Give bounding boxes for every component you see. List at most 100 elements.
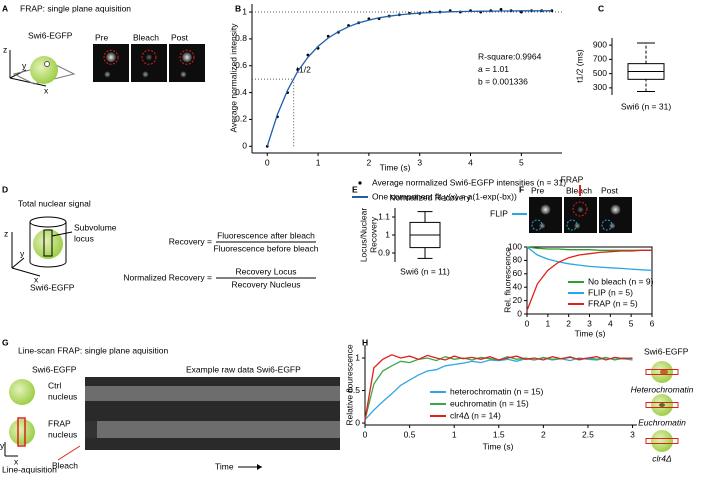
bleach-ring xyxy=(141,49,157,65)
flip-label: FLIP xyxy=(490,208,508,218)
y-tick-label: 500 xyxy=(593,68,607,78)
axis-letter: y xyxy=(20,248,25,258)
panel-letter: H xyxy=(362,337,368,347)
x-tick-label: 1 xyxy=(316,157,321,167)
x-tick-label: 4 xyxy=(608,318,613,328)
axis-arrow xyxy=(11,257,25,269)
bleach-ring xyxy=(572,201,588,217)
x-tick-label: 2 xyxy=(541,429,546,439)
legend-label: FLIP (n = 5) xyxy=(588,287,633,297)
heterochromatin-spot xyxy=(660,369,668,375)
axis-letter: x xyxy=(44,85,49,95)
y-tick-label: 0 xyxy=(242,141,247,151)
data-point xyxy=(499,7,503,11)
nucleus xyxy=(33,229,63,259)
cartoon-label: Heterochromatin xyxy=(631,384,694,394)
y-axis-label: Rel. fluorescence xyxy=(502,247,512,313)
signal xyxy=(180,71,187,78)
y-tick-label: 0 xyxy=(517,308,522,318)
equation-lhs: Normalized Recovery = xyxy=(123,272,212,282)
image-label: Pre xyxy=(531,185,545,195)
bleach-ring xyxy=(103,49,119,65)
nucleus xyxy=(30,56,58,84)
micrograph xyxy=(131,44,167,82)
axis-arrow xyxy=(11,267,41,277)
annotation: a = 1.01 xyxy=(478,64,509,74)
y-tick-label: 1.1 xyxy=(378,211,390,221)
cylinder-bottom xyxy=(29,261,67,268)
legend-label: FRAP (n = 5) xyxy=(588,298,638,308)
axis-letter: y xyxy=(22,60,27,70)
axis-letter: y xyxy=(0,440,5,450)
flip-ring xyxy=(601,219,613,231)
series-line xyxy=(526,249,652,311)
arrow-head xyxy=(257,464,262,470)
y-tick-label: 1 xyxy=(355,352,360,362)
micrograph xyxy=(93,44,129,82)
chart-title: Normalized Recovery xyxy=(389,192,471,202)
panel-letter: G xyxy=(2,337,9,347)
kymograph-band xyxy=(85,386,340,401)
panel-letter: A xyxy=(2,3,8,13)
y-axis-label: Recovery xyxy=(368,216,378,253)
y-tick-label: 60 xyxy=(513,268,523,278)
equation-denominator: Fluorescence before bleach xyxy=(214,243,319,253)
panel-letter: D xyxy=(2,184,8,194)
signal xyxy=(577,206,584,213)
pointer xyxy=(51,231,73,237)
y-tick-label: 0.4 xyxy=(235,87,247,97)
series-line xyxy=(526,246,652,251)
x-tick-label: 3 xyxy=(587,318,592,328)
time-label: Time xyxy=(215,461,234,471)
bleach-label: Bleach xyxy=(52,460,78,470)
x-tick-label: 0 xyxy=(363,429,368,439)
x-tick-label: 6 xyxy=(650,318,655,328)
y-tick-label: 20 xyxy=(513,295,523,305)
x-tick-label: 0 xyxy=(265,157,270,167)
series-line xyxy=(364,354,633,420)
y-tick-label: 100 xyxy=(508,241,522,251)
category-label: Swi6 (n = 31) xyxy=(621,101,671,111)
half-time-label: t1/2 xyxy=(297,64,311,74)
micrograph xyxy=(169,44,205,82)
micrograph xyxy=(529,197,562,233)
kymograph-band xyxy=(85,421,340,438)
legend-marker xyxy=(358,181,362,185)
x-tick-label: 5 xyxy=(629,318,634,328)
flip-ring xyxy=(531,219,543,231)
x-tick-label: 5 xyxy=(519,157,524,167)
y-tick-label: 0.9 xyxy=(378,247,390,257)
equation-numerator: Fluorescence after bleach xyxy=(217,230,315,240)
cartoon-label: Euchromatin xyxy=(638,417,686,427)
y-tick-label: 0.2 xyxy=(235,114,247,124)
y-axis-label: Average normalized intensity xyxy=(228,23,238,133)
acquisition-label: Line-aquisition xyxy=(2,464,57,474)
y-tick-label: 40 xyxy=(513,281,523,291)
panel-letter: C xyxy=(598,3,604,13)
signal xyxy=(104,71,111,78)
legend-label: No bleach (n = 9) xyxy=(588,276,654,286)
bleach-ring xyxy=(179,49,195,65)
euchromatin-spot xyxy=(659,403,665,407)
locus xyxy=(44,61,50,67)
subvolume xyxy=(43,229,53,257)
equation-lhs: Recovery = xyxy=(169,236,212,246)
y-tick-label: 1 xyxy=(385,229,390,239)
panel-title: Total nuclear signal xyxy=(18,198,91,208)
y-tick-label: 0.8 xyxy=(235,33,247,43)
y-tick-label: 700 xyxy=(593,54,607,64)
x-axis-label: Time (s) xyxy=(483,441,514,451)
protein-label: Swi6-EGFP xyxy=(28,30,73,40)
x-axis-label: Time (s) xyxy=(575,328,606,338)
signal xyxy=(610,204,621,215)
image-label: Post xyxy=(171,32,189,42)
cylinder-top xyxy=(29,216,67,228)
nucleus xyxy=(9,379,35,405)
panel-letter: F xyxy=(519,184,524,194)
panel-letter: B xyxy=(235,3,241,13)
signal xyxy=(146,54,152,61)
nucleus-label: nucleus xyxy=(48,391,77,401)
protein-label: Swi6-EGFP xyxy=(30,282,75,292)
equation-denominator: Recovery Nucleus xyxy=(232,279,301,289)
